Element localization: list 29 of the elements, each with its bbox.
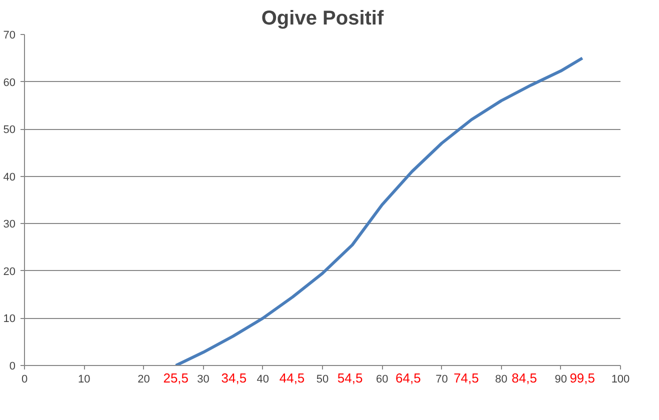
x-tick-label: 90 [554, 374, 568, 386]
line-series [174, 56, 584, 366]
x-tick-label: 20 [138, 374, 150, 386]
text: 34,5 [221, 370, 247, 386]
text: 74,5 [454, 370, 479, 386]
y-tick-label: 40 [3, 171, 16, 184]
x-tick-label: 0 [21, 374, 28, 386]
x-tick-label: 30 [197, 374, 210, 386]
x-tick-label: 60 [376, 374, 388, 386]
text: 44,5 [279, 370, 305, 386]
x-tick-label: 100 [611, 374, 630, 386]
y-tick-label: 30 [3, 218, 16, 231]
x-tick-label: 70 [436, 374, 448, 386]
y-tick-label: 60 [3, 76, 16, 89]
text: 64,5 [396, 370, 421, 386]
x-tick-label: 50 [316, 374, 329, 386]
chart-title: Ogive Positif [261, 8, 384, 30]
y-tick-label: 20 [3, 266, 16, 278]
text: 25,5 [163, 370, 189, 386]
text: 54,5 [337, 370, 363, 386]
x-tick-label: 40 [256, 374, 270, 386]
x-tick-label: 10 [78, 374, 90, 386]
y-tick-label: 70 [3, 30, 16, 42]
text: 84,5 [512, 370, 537, 386]
text: 99,5 [570, 370, 596, 386]
y-tick-label: 10 [3, 313, 16, 326]
x-tick-label: 80 [495, 374, 508, 386]
y-tick-label: 50 [3, 124, 16, 136]
y-tick-label: 0 [9, 360, 16, 372]
